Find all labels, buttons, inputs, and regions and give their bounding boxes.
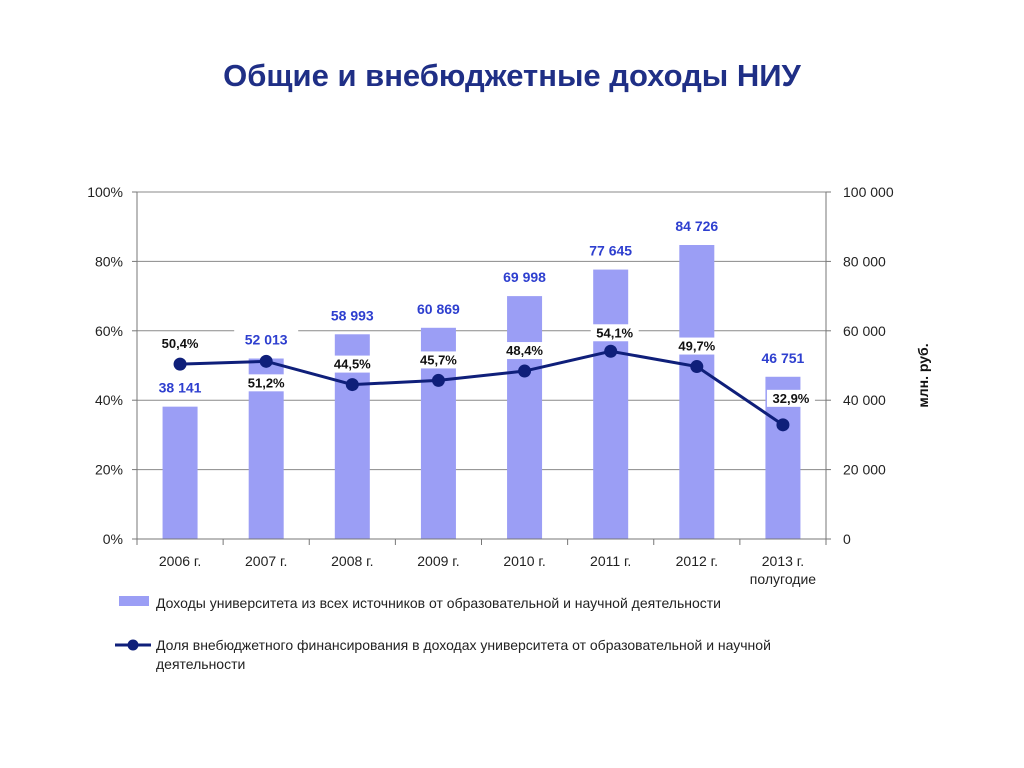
legend-line-marker bbox=[127, 639, 139, 651]
data-labels: 38 141 52 013 58 993 60 869 69 998 77 645 84 7… bbox=[148, 216, 815, 407]
line-label-bg bbox=[500, 342, 549, 360]
line-point bbox=[518, 364, 532, 378]
line-point bbox=[604, 344, 618, 358]
y-right-axis-title: млн. руб. bbox=[915, 343, 931, 407]
y-left-tick-label: 40% bbox=[95, 392, 123, 408]
line-label: 54,1% bbox=[596, 325, 633, 340]
bar-label: 46 751 bbox=[762, 350, 805, 366]
x-tick-label: 2008 г. bbox=[331, 553, 373, 569]
line-point bbox=[173, 357, 187, 371]
x-tick-label: 2006 г. bbox=[159, 553, 201, 569]
y-left-tick-label: 20% bbox=[95, 462, 123, 478]
bar-label: 69 998 bbox=[503, 269, 546, 285]
line-label-bg bbox=[242, 374, 291, 392]
x-tick-label: 2010 г. bbox=[503, 553, 545, 569]
line-label-bg bbox=[156, 335, 205, 353]
legend: Доходы университета из всех источников о… bbox=[115, 595, 771, 672]
x-tick-label: полугодие bbox=[750, 571, 816, 587]
line-point bbox=[431, 373, 445, 387]
gridlines bbox=[137, 191, 826, 540]
line-label: 32,9% bbox=[773, 391, 810, 406]
bar bbox=[593, 269, 629, 539]
y-right-tick-label: 60 000 bbox=[843, 323, 886, 339]
bar-label: 58 993 bbox=[331, 307, 374, 323]
bar-label-bg bbox=[750, 347, 815, 368]
bar-label-bg bbox=[406, 298, 471, 319]
bar-label-bg bbox=[492, 267, 557, 288]
bar-label: 77 645 bbox=[589, 243, 632, 259]
line-label-bg bbox=[414, 351, 463, 369]
bar-label-bg bbox=[664, 216, 729, 237]
bar bbox=[679, 245, 715, 539]
y-right-tick-label: 80 000 bbox=[843, 253, 886, 269]
x-tick-label: 2009 г. bbox=[417, 553, 459, 569]
line-label: 51,2% bbox=[248, 375, 285, 390]
line-label-bg bbox=[766, 389, 815, 407]
axes: 0% 20% 40% 60% 80% 100% 0 20 000 40 000 60 000 80 … bbox=[87, 184, 931, 587]
bar-series bbox=[162, 245, 801, 539]
line-point bbox=[345, 378, 359, 392]
bar-label-bg bbox=[234, 329, 299, 350]
line-label: 50,4% bbox=[162, 336, 199, 351]
line-point bbox=[259, 354, 273, 368]
line-label-bg bbox=[328, 355, 377, 373]
x-tick-label: 2013 г. bbox=[762, 553, 804, 569]
legend-entry-bars: Доходы университета из всех источников о… bbox=[156, 595, 721, 611]
line-label: 49,7% bbox=[678, 339, 715, 354]
bar bbox=[162, 406, 198, 539]
line-path bbox=[180, 349, 784, 427]
bar-label-bg bbox=[578, 240, 643, 261]
legend-bar-swatch bbox=[119, 596, 149, 606]
y-right-tick-label: 20 000 bbox=[843, 462, 886, 478]
line-label: 45,7% bbox=[420, 352, 457, 367]
line-label-bg bbox=[590, 324, 639, 342]
line-point bbox=[690, 360, 704, 374]
bar-label: 52 013 bbox=[245, 332, 288, 348]
y-right-tick-label: 100 000 bbox=[843, 184, 894, 200]
y-right-tick-label: 0 bbox=[843, 531, 851, 547]
bar-label-bg bbox=[320, 305, 385, 326]
y-left-tick-label: 100% bbox=[87, 184, 123, 200]
line-label: 48,4% bbox=[506, 343, 543, 358]
y-left-tick-label: 60% bbox=[95, 323, 123, 339]
bar-label: 84 726 bbox=[675, 218, 718, 234]
legend-entry-line: деятельности bbox=[156, 656, 245, 672]
x-tick-label: 2011 г. bbox=[590, 553, 631, 569]
line-series bbox=[173, 344, 790, 432]
x-tick-label: 2012 г. bbox=[676, 553, 718, 569]
line-label: 44,5% bbox=[334, 357, 371, 372]
bar-label: 38 141 bbox=[159, 380, 202, 396]
y-left-tick-label: 0% bbox=[103, 531, 123, 547]
x-tick-label: 2007 г. bbox=[245, 553, 287, 569]
line-point bbox=[776, 418, 790, 432]
bar-label-bg bbox=[148, 377, 213, 398]
legend-entry-line: Доля внебюджетного финансирования в дохо… bbox=[156, 637, 771, 653]
y-left-tick-label: 80% bbox=[95, 253, 123, 269]
bar-label: 60 869 bbox=[417, 301, 460, 317]
page-title: Общие и внебюджетные доходы НИУ bbox=[223, 58, 801, 93]
bar bbox=[507, 296, 543, 539]
y-right-tick-label: 40 000 bbox=[843, 392, 886, 408]
line-label-bg bbox=[672, 337, 721, 355]
